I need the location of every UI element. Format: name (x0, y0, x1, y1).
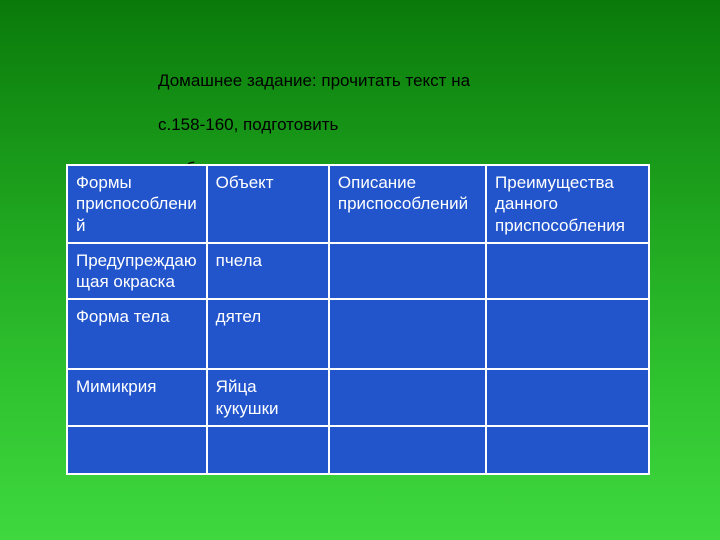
cell: дятел (207, 299, 329, 369)
slide: Домашнее задание: прочитать текст на с.1… (0, 0, 720, 540)
cell (329, 426, 486, 474)
table-row: Форма тела дятел (67, 299, 649, 369)
cell: Яйца кукушки (207, 369, 329, 426)
cell (329, 243, 486, 300)
cell: Форма тела (67, 299, 207, 369)
cell (486, 243, 649, 300)
adaptations-table: Формы приспособлений Объект Описание при… (66, 164, 650, 475)
cell: Предупреждающая окраска (67, 243, 207, 300)
table-row: Мимикрия Яйца кукушки (67, 369, 649, 426)
cell: пчела (207, 243, 329, 300)
table-header-row: Формы приспособлений Объект Описание при… (67, 165, 649, 243)
col-header: Преимущества данного приспособления (486, 165, 649, 243)
cell (207, 426, 329, 474)
col-header: Объект (207, 165, 329, 243)
adaptations-table-wrap: Формы приспособлений Объект Описание при… (66, 164, 650, 475)
table-row (67, 426, 649, 474)
col-header: Формы приспособлений (67, 165, 207, 243)
cell (329, 369, 486, 426)
cell (329, 299, 486, 369)
homework-line: с.158-160, подготовить (158, 115, 338, 134)
col-header: Описание приспособлений (329, 165, 486, 243)
cell (486, 369, 649, 426)
homework-line: Домашнее задание: прочитать текст на (158, 71, 470, 90)
cell: Мимикрия (67, 369, 207, 426)
cell (67, 426, 207, 474)
table-row: Предупреждающая окраска пчела (67, 243, 649, 300)
cell (486, 426, 649, 474)
cell (486, 299, 649, 369)
